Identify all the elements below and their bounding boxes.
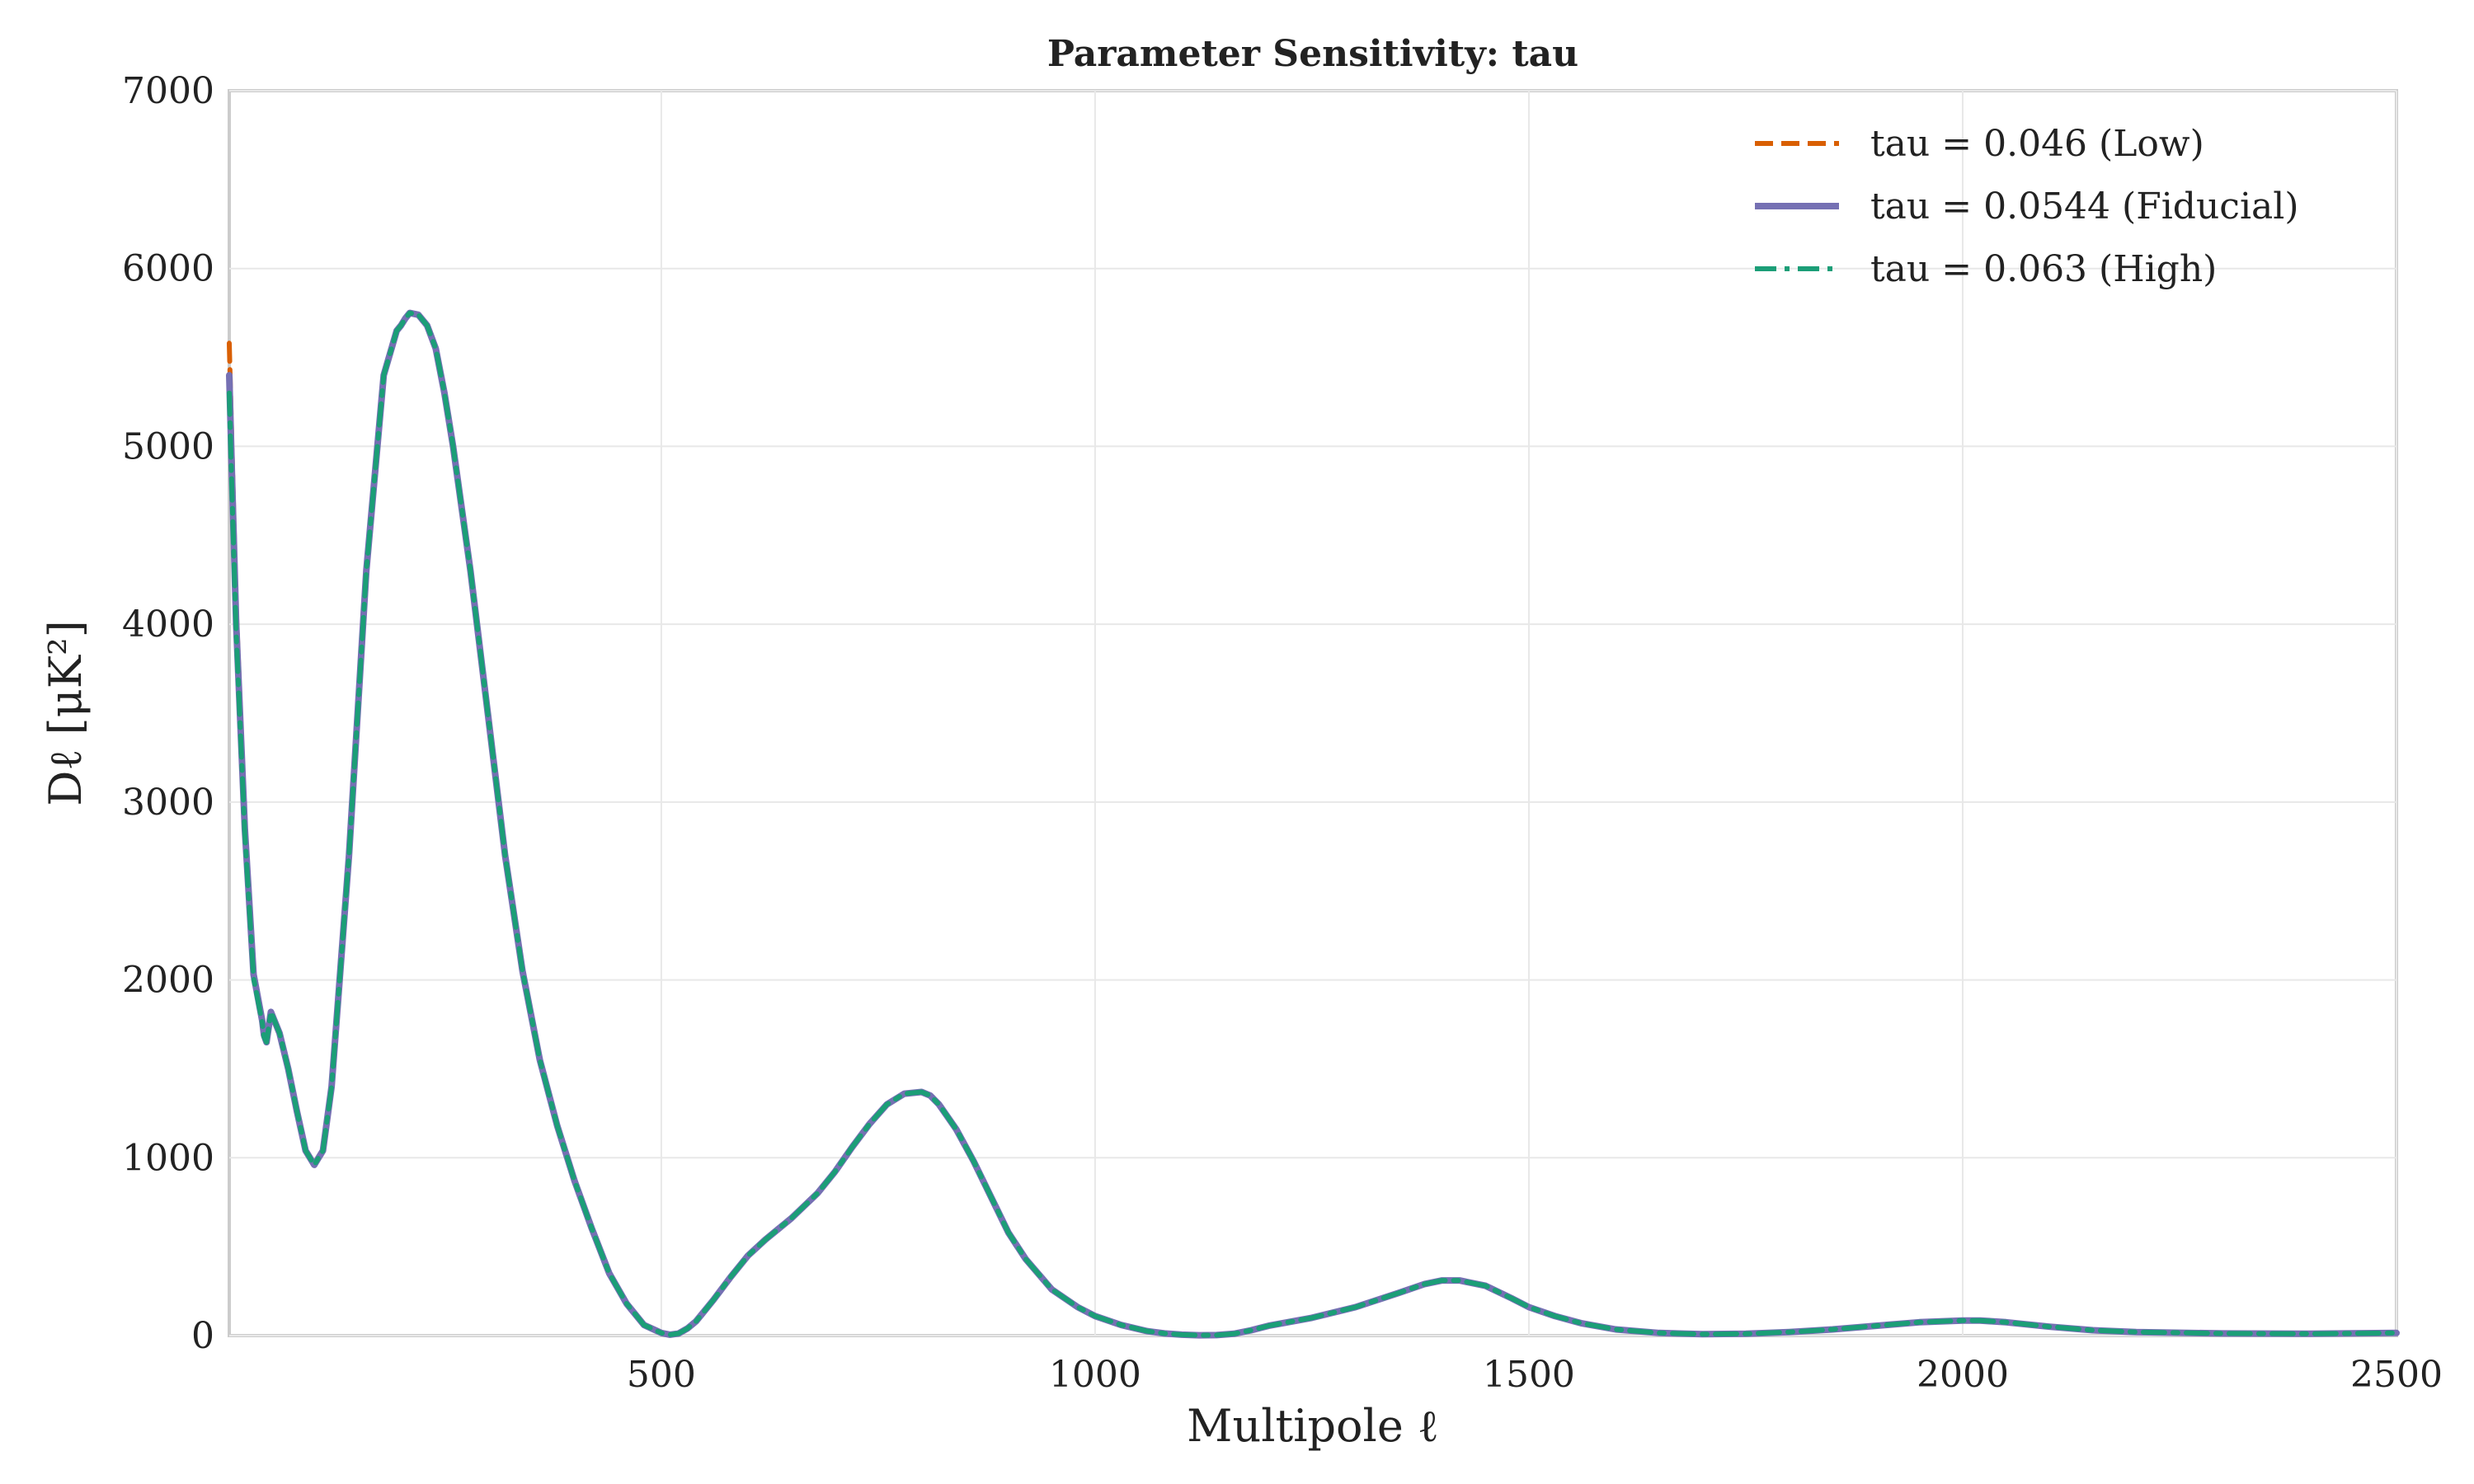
grid [229, 90, 2397, 1336]
y-tick-label: 7000 [122, 70, 214, 112]
series-line-2 [227, 310, 2399, 1338]
legend-label-1: tau = 0.0544 (Fiducial) [1870, 186, 2299, 228]
y-tick-label: 0 [191, 1315, 214, 1357]
legend: tau = 0.046 (Low) tau = 0.0544 (Fiducial)… [1755, 123, 2299, 290]
plot-area [226, 89, 2400, 1339]
y-tick-label: 2000 [122, 960, 214, 1002]
y-axis-label: Dℓ [μK²] [40, 620, 92, 806]
x-tick-label: 1500 [1483, 1354, 1575, 1396]
x-axis-ticks: 500 1000 1500 2000 2500 [627, 1354, 2443, 1396]
y-tick-label: 4000 [122, 603, 214, 646]
y-tick-label: 6000 [122, 248, 214, 290]
x-tick-label: 500 [627, 1354, 696, 1396]
x-axis-label: Multipole ℓ [1187, 1400, 1439, 1452]
y-axis-ticks: 0 1000 2000 3000 4000 5000 6000 7000 [122, 70, 214, 1357]
y-tick-label: 3000 [122, 782, 214, 824]
plot-frame [228, 89, 2398, 1337]
chart-title: Parameter Sensitivity: tau [1047, 33, 1578, 75]
y-tick-label: 5000 [122, 425, 214, 467]
legend-label-2: tau = 0.063 (High) [1870, 248, 2217, 290]
series-lines [226, 309, 2400, 1339]
x-tick-label: 2000 [1917, 1354, 2009, 1396]
y-tick-label: 1000 [122, 1137, 214, 1179]
x-tick-label: 2500 [2350, 1354, 2443, 1396]
x-tick-label: 1000 [1049, 1354, 1141, 1396]
legend-label-0: tau = 0.046 (Low) [1870, 123, 2204, 165]
